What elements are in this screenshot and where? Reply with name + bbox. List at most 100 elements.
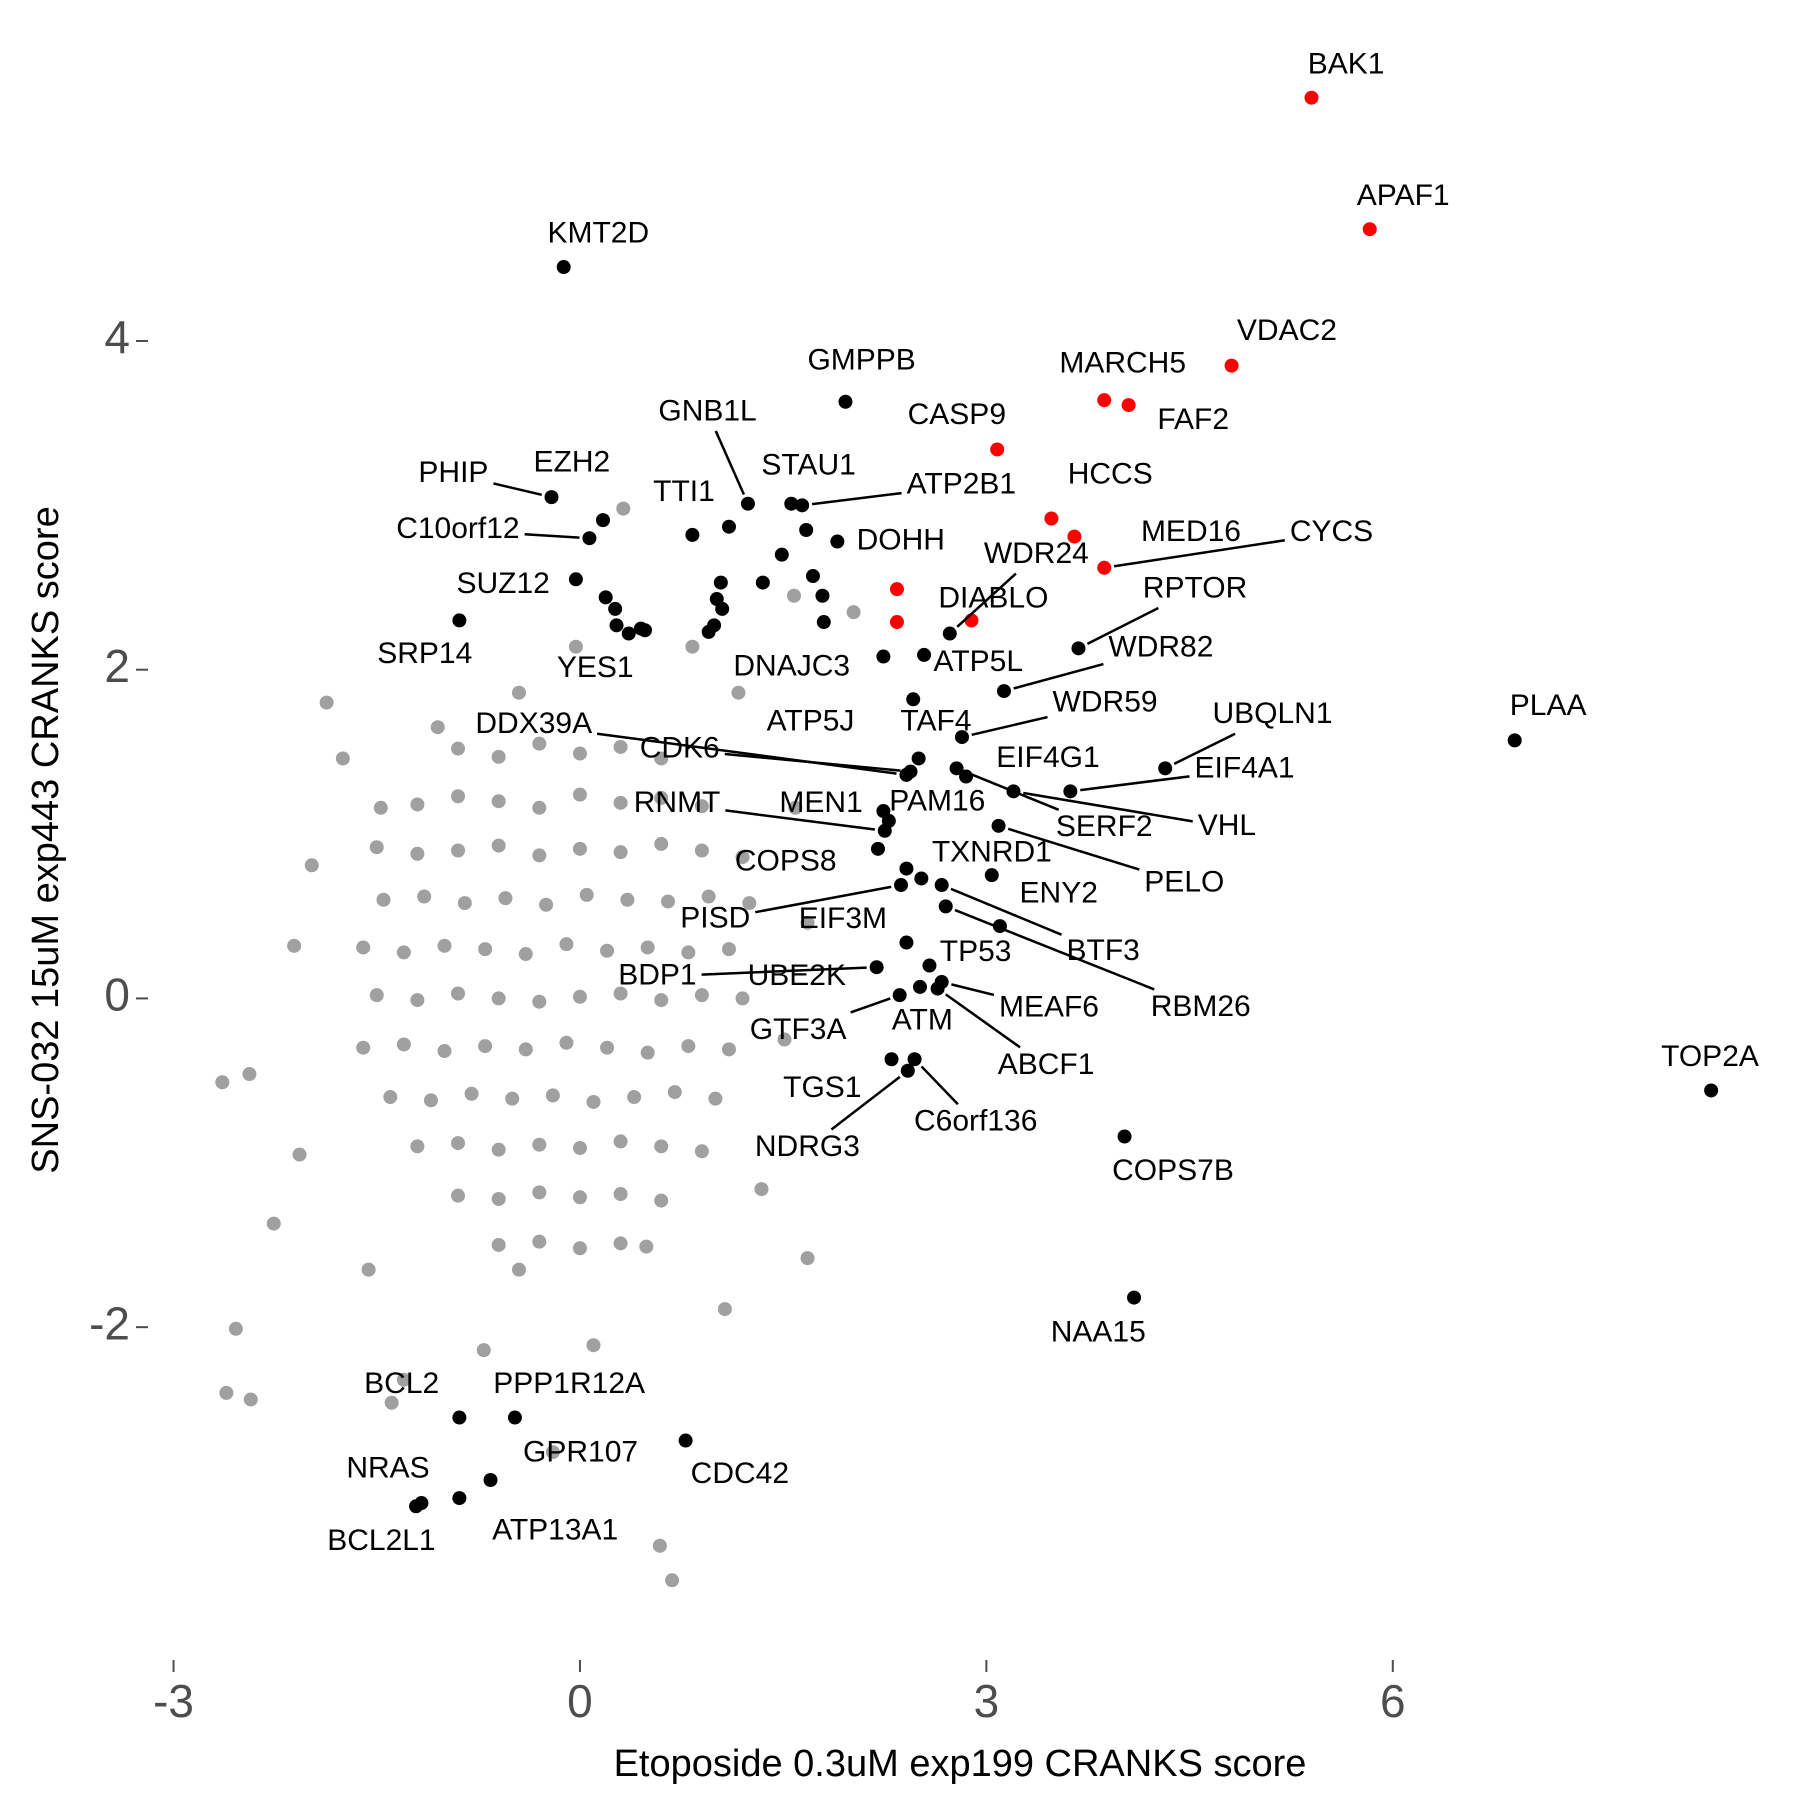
point-label: SRP14 [377,637,472,670]
point [556,260,571,275]
point-label: CASP9 [908,398,1006,431]
point [451,789,466,804]
point [451,843,466,858]
point [914,871,929,886]
y-tick-label: 2 [104,640,130,692]
point-label: EIF4A1 [1195,751,1295,784]
point [1158,761,1173,776]
point [410,797,425,812]
point [1063,784,1078,799]
point-label: NRAS [346,1451,429,1484]
point [491,1191,506,1206]
point [613,739,628,754]
point [846,605,861,620]
point [410,846,425,861]
point [491,794,506,809]
point-label: RNMT [634,786,721,819]
point [491,749,506,764]
point [451,986,466,1001]
point [396,945,411,960]
leader-line [524,532,580,539]
point [544,490,559,505]
point [292,1147,307,1162]
point [715,601,730,616]
point-label: GNB1L [658,394,756,427]
point-label: C10orf12 [396,512,519,545]
point [572,787,587,802]
point [754,1182,769,1197]
point [774,547,789,562]
point-label: WDR82 [1108,630,1213,663]
point-label: EZH2 [533,446,610,479]
x-tick-label: 6 [1380,1675,1406,1727]
leader-line [965,770,1060,811]
point [452,1410,467,1425]
y-tick-label: 4 [104,311,130,363]
point [613,1187,628,1202]
point [451,741,466,756]
point [384,1395,399,1410]
point-label: BCL2 [364,1367,439,1400]
point [586,1094,601,1109]
point-label: CDC42 [691,1457,789,1490]
point [912,979,927,994]
point [721,942,736,957]
point [507,1410,522,1425]
point [505,1091,520,1106]
point [304,858,319,873]
point [396,1037,411,1052]
point [907,1052,922,1067]
point [373,800,388,815]
point-label: SUZ12 [457,567,550,600]
point [996,684,1011,699]
point [409,1499,424,1514]
point-label: COPS8 [735,845,837,878]
point-label: FAF2 [1157,403,1229,436]
point [876,804,891,819]
point-label: CYCS [1290,515,1373,548]
point [652,1538,667,1553]
x-axis-title: Etoposide 0.3uM exp199 CRANKS score [614,1743,1307,1785]
point [639,1239,654,1254]
point [437,938,452,953]
point [661,894,676,909]
point-label: MEAF6 [999,990,1099,1023]
point [954,730,969,745]
point-label: TOP2A [1661,1040,1759,1073]
point-label: BCL2L1 [327,1524,435,1557]
point [906,692,921,707]
point [243,1392,258,1407]
point [707,618,722,633]
point-label: ATP5J [767,704,855,737]
point-label: GTF3A [750,1013,847,1046]
point [917,647,932,662]
point [1121,398,1136,413]
point [572,1190,587,1205]
point [437,1044,452,1059]
leader-line [724,752,901,772]
point [559,937,574,952]
point [600,1040,615,1055]
point [228,1321,243,1336]
point [694,843,709,858]
point-label: ATP2B1 [907,468,1017,501]
point [894,878,909,893]
point-label: ATP13A1 [492,1513,618,1546]
point [545,1088,560,1103]
point-label: EIF4G1 [996,741,1099,774]
point [616,501,631,516]
point [654,836,669,851]
point [518,947,533,962]
point [816,615,831,630]
point [991,818,1006,833]
point [410,993,425,1008]
point [287,938,302,953]
point-label: CDK6 [640,732,720,765]
leader-line [1023,791,1193,823]
leader-line [755,885,892,914]
point [319,695,334,710]
point [731,685,746,700]
point [609,618,624,633]
point [681,945,696,960]
